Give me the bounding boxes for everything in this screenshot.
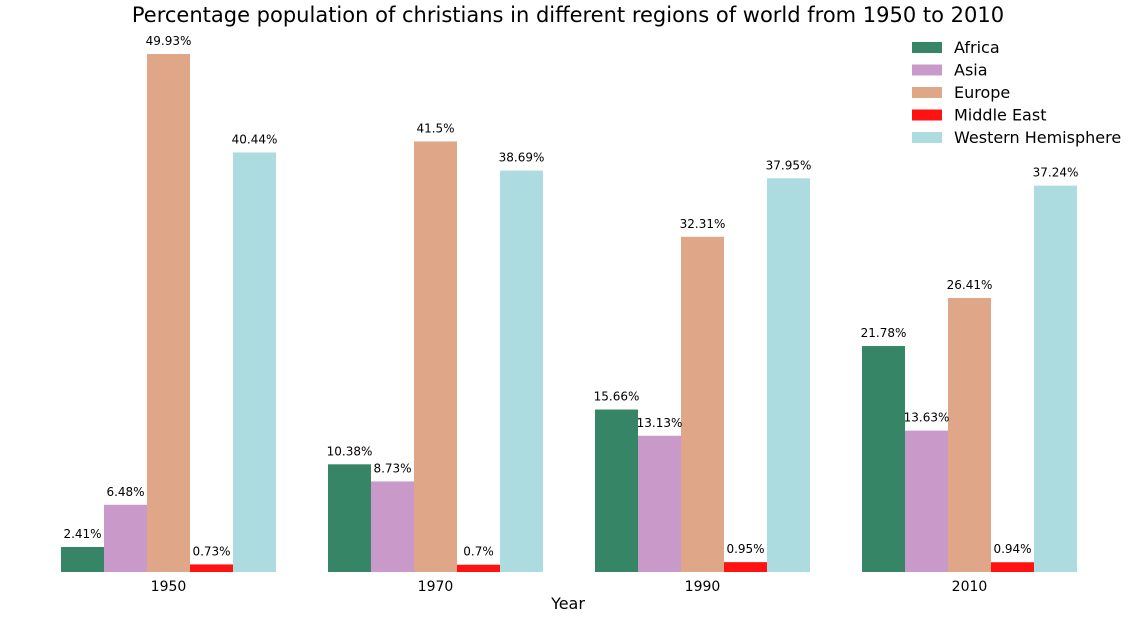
legend-swatch-western-hemisphere — [912, 132, 942, 143]
data-label-middle-east-1970: 0.7% — [463, 545, 494, 559]
bar-europe-2010 — [948, 298, 991, 572]
data-label-western-hemisphere-2010: 37.24% — [1033, 166, 1079, 180]
x-tick-label-1970: 1970 — [418, 579, 454, 595]
bar-western-hemisphere-1970 — [500, 170, 543, 572]
data-label-africa-1970: 10.38% — [327, 444, 373, 458]
bar-africa-1990 — [595, 409, 638, 572]
data-label-africa-1990: 15.66% — [594, 390, 640, 404]
data-labels-group: 2.41% 6.48% 49.93% 0.73% 40.44% 10.38%8.73% 41… — [63, 34, 1078, 559]
legend-swatch-africa — [912, 42, 942, 53]
data-label-africa-2010: 21.78% — [861, 326, 907, 340]
data-label-western-hemisphere-1970: 38.69% — [499, 151, 545, 165]
bar-europe-1970 — [414, 141, 457, 572]
x-tick-label-1990: 1990 — [685, 579, 721, 595]
bars-group — [61, 54, 1077, 573]
data-label-europe-1970: 41.5% — [416, 121, 454, 135]
bar-western-hemisphere-1950 — [233, 152, 276, 573]
legend: Africa Asia Europe Middle East Western Hemis… — [912, 38, 1121, 147]
bar-europe-1950 — [147, 54, 190, 572]
x-tick-label-2010: 2010 — [952, 579, 988, 595]
data-label-asia-1990: 13.13% — [637, 416, 683, 430]
data-label-western-hemisphere-1950: 40.44% — [232, 132, 278, 146]
data-label-middle-east-2010: 0.94% — [993, 542, 1031, 556]
legend-label-asia: Asia — [954, 61, 988, 80]
data-label-europe-1950: 49.93% — [146, 34, 192, 48]
data-label-africa-1950: 2.41% — [63, 527, 101, 541]
legend-label-europe: Europe — [954, 83, 1010, 102]
bar-western-hemisphere-2010 — [1034, 185, 1077, 572]
bar-asia-1990 — [638, 435, 681, 572]
bar-asia-1950 — [104, 504, 147, 572]
bar-europe-1990 — [681, 236, 724, 572]
bar-africa-2010 — [862, 346, 905, 572]
bar-western-hemisphere-1990 — [767, 178, 810, 572]
x-tick-label-1950: 1950 — [151, 579, 187, 595]
legend-swatch-asia — [912, 64, 942, 76]
data-label-asia-1970: 8.73% — [373, 461, 411, 475]
data-label-middle-east-1950: 0.73% — [192, 544, 230, 558]
bar-africa-1970 — [328, 464, 371, 572]
bar-middle-east-2010 — [991, 562, 1034, 572]
bar-africa-1950 — [61, 546, 104, 572]
legend-label-western-hemisphere: Western Hemisphere — [954, 128, 1121, 147]
legend-swatch-europe — [912, 87, 942, 98]
bar-asia-2010 — [905, 430, 948, 572]
data-label-europe-1990: 32.31% — [680, 217, 726, 231]
data-label-europe-2010: 26.41% — [947, 278, 993, 292]
data-label-asia-1950: 6.48% — [106, 485, 144, 499]
chart-title: Percentage population of christians in d… — [132, 3, 1004, 27]
bar-middle-east-1950 — [190, 564, 233, 572]
data-label-asia-2010: 13.63% — [904, 411, 950, 425]
data-label-middle-east-1990: 0.95% — [726, 542, 764, 556]
data-label-western-hemisphere-1990: 37.95% — [766, 158, 812, 172]
legend-label-africa: Africa — [954, 38, 1000, 57]
legend-label-middle-east: Middle East — [954, 106, 1046, 125]
legend-swatch-middle-east — [912, 109, 942, 121]
bar-middle-east-1970 — [457, 564, 500, 572]
bar-asia-1970 — [371, 481, 414, 572]
bar-middle-east-1990 — [724, 562, 767, 572]
x-axis-label: Year — [550, 594, 585, 613]
x-axis-ticks: 1950 1970 1990 2010 — [151, 579, 988, 595]
